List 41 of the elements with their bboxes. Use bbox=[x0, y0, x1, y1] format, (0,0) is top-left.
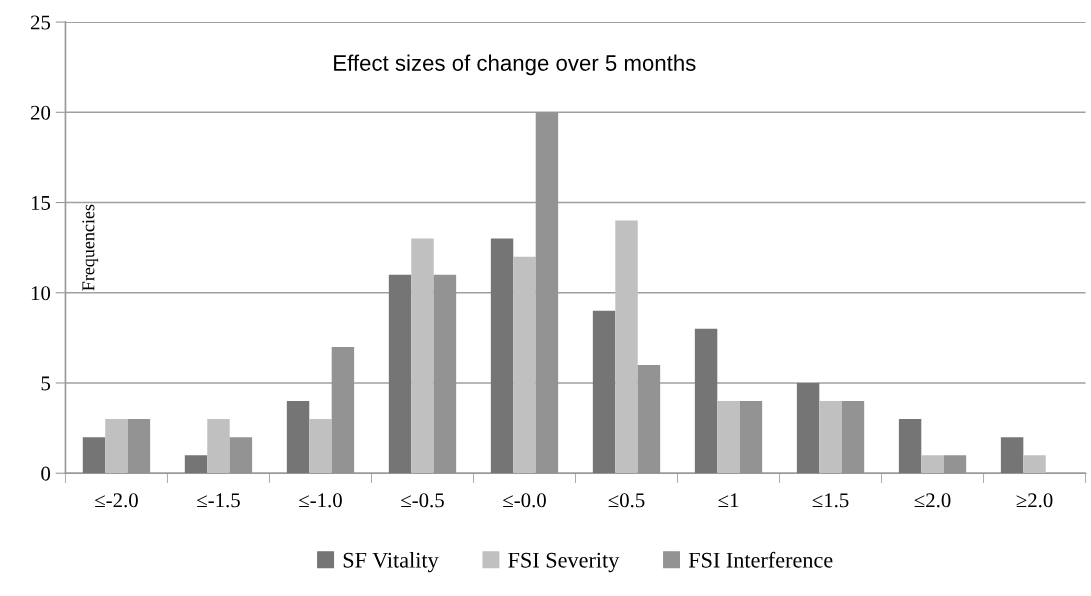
bar bbox=[184, 455, 208, 474]
bar bbox=[82, 437, 106, 474]
bar bbox=[286, 401, 310, 474]
x-tick-label: ≤1 bbox=[718, 493, 739, 508]
bar bbox=[694, 328, 718, 474]
bar bbox=[921, 455, 944, 474]
bar bbox=[105, 419, 128, 474]
x-tick-label: ≤1.5 bbox=[812, 493, 849, 508]
bar bbox=[615, 220, 638, 474]
x-tick-label: ≤-0.5 bbox=[401, 493, 444, 508]
text: Effect sizes of change over 5 months bbox=[334, 54, 696, 76]
x-tick-label: ≤2.0 bbox=[914, 493, 951, 508]
bar bbox=[490, 238, 514, 474]
legend-label: SF Vitality bbox=[343, 552, 439, 573]
bar bbox=[388, 274, 412, 474]
bar bbox=[819, 401, 842, 474]
x-tick-label: ≥2.0 bbox=[1016, 493, 1053, 508]
bar bbox=[309, 419, 332, 474]
y-tick-label: 25 bbox=[30, 15, 51, 30]
y-axis-title: Frequencies bbox=[82, 204, 99, 291]
x-tick-label: ≤-0.0 bbox=[503, 493, 546, 508]
x-tick-label: ≤-2.0 bbox=[95, 493, 138, 508]
bar bbox=[411, 238, 434, 474]
bar bbox=[898, 419, 922, 474]
bar bbox=[1023, 455, 1046, 474]
bar bbox=[592, 310, 616, 474]
legend-label: FSI Severity bbox=[508, 552, 620, 573]
y-tick-label: 0 bbox=[41, 466, 51, 481]
x-tick-label: ≤0.5 bbox=[608, 493, 645, 508]
bar bbox=[513, 256, 536, 474]
y-tick-label: 20 bbox=[30, 105, 51, 120]
y-tick-label: 10 bbox=[31, 286, 51, 301]
legend-label: FSI Interference bbox=[688, 551, 833, 568]
bar bbox=[796, 382, 820, 474]
x-tick-label: ≤-1.0 bbox=[299, 493, 342, 508]
bar bbox=[717, 401, 740, 474]
y-tick-label: 5 bbox=[41, 376, 51, 391]
bar bbox=[207, 419, 230, 474]
bar bbox=[1000, 437, 1024, 474]
y-tick-label: 15 bbox=[31, 196, 51, 210]
x-tick-label: ≤-1.5 bbox=[197, 493, 240, 508]
